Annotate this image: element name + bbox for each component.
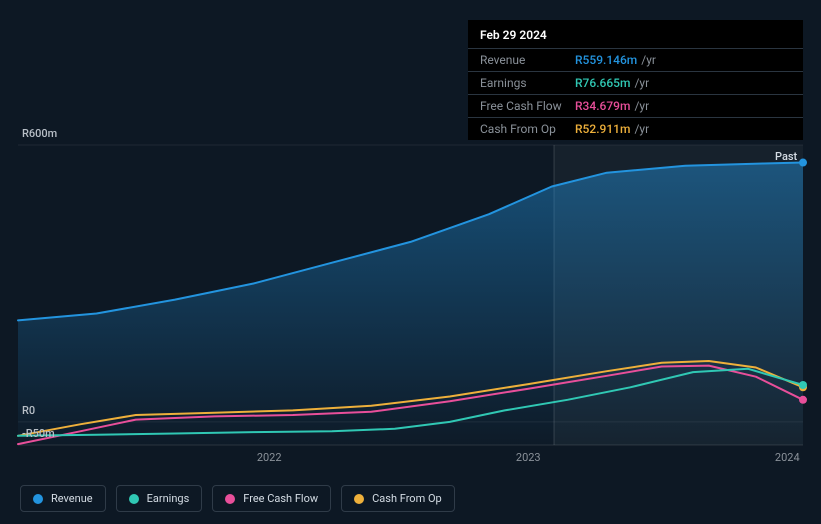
tooltip-metric-value: R76.665m (575, 76, 630, 90)
tooltip-metric-label: Free Cash Flow (480, 99, 575, 113)
legend-swatch-icon (354, 494, 364, 504)
chart-legend: Revenue Earnings Free Cash Flow Cash From O… (20, 485, 455, 512)
tooltip-metric-value: R34.679m (575, 99, 630, 113)
tooltip-metric-unit: /yr (634, 99, 649, 113)
y-axis-tick: -R50m (22, 427, 55, 440)
tooltip-row: Free Cash FlowR34.679m/yr (468, 94, 803, 117)
tooltip-metric-label: Revenue (480, 53, 575, 67)
tooltip-row: Cash From OpR52.911m/yr (468, 117, 803, 140)
x-axis-tick: 2024 (775, 451, 800, 464)
y-axis-tick: R600m (22, 127, 57, 140)
legend-swatch-icon (33, 494, 43, 504)
financial-chart: Feb 29 2024 RevenueR559.146m/yrEarningsR… (0, 0, 821, 524)
legend-swatch-icon (129, 494, 139, 504)
tooltip-row: RevenueR559.146m/yr (468, 48, 803, 71)
legend-label: Revenue (51, 492, 93, 505)
legend-item[interactable]: Free Cash Flow (212, 485, 331, 512)
tooltip-metric-unit: /yr (641, 53, 656, 67)
tooltip-metric-value: R559.146m (575, 53, 637, 67)
legend-item[interactable]: Earnings (116, 485, 203, 512)
legend-item[interactable]: Revenue (20, 485, 106, 512)
legend-swatch-icon (225, 494, 235, 504)
legend-item[interactable]: Cash From Op (341, 485, 455, 512)
legend-label: Cash From Op (372, 492, 442, 505)
tooltip-metric-unit: /yr (634, 122, 649, 136)
tooltip-metric-unit: /yr (634, 76, 649, 90)
past-label: Past (775, 150, 797, 163)
x-axis-tick: 2023 (516, 451, 541, 464)
y-axis-tick: R0 (22, 404, 35, 417)
tooltip-row: EarningsR76.665m/yr (468, 71, 803, 94)
tooltip-metric-value: R52.911m (575, 122, 630, 136)
tooltip-date: Feb 29 2024 (468, 20, 803, 48)
legend-label: Earnings (147, 492, 190, 505)
x-axis-tick: 2022 (257, 451, 282, 464)
tooltip-metric-label: Earnings (480, 76, 575, 90)
chart-tooltip: Feb 29 2024 RevenueR559.146m/yrEarningsR… (468, 20, 803, 140)
legend-label: Free Cash Flow (243, 492, 318, 505)
tooltip-metric-label: Cash From Op (480, 122, 575, 136)
